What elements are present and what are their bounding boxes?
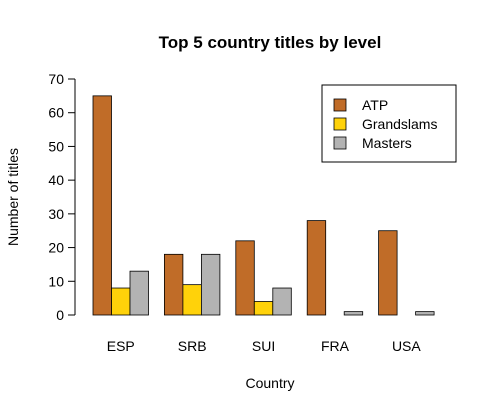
chart-title: Top 5 country titles by level (159, 33, 382, 52)
legend-label-masters: Masters (362, 135, 412, 151)
bar-usa-atp (378, 230, 398, 316)
legend-swatch-atp (333, 98, 347, 112)
x-tick-label-srb: SRB (178, 338, 207, 354)
legend-swatch-grandslams (333, 117, 347, 131)
legend-swatch-masters (333, 136, 347, 150)
y-tick-label: 40 (48, 172, 64, 188)
x-axis-ticks: ESP SRB SUI FRA USA (107, 338, 422, 354)
bars-group (92, 95, 435, 316)
legend: ATP Grandslams Masters (321, 84, 457, 163)
bar-sui-grandslams (253, 301, 274, 316)
bar-srb-grandslams (182, 284, 202, 316)
y-axis: 0 10 20 30 40 50 60 70 (48, 71, 76, 323)
y-tick-label: 60 (48, 105, 64, 121)
legend-label-atp: ATP (362, 97, 388, 113)
x-tick-label-usa: USA (392, 338, 421, 354)
bar-esp-atp (92, 95, 112, 316)
legend-label-grandslams: Grandslams (362, 116, 437, 132)
bar-srb-masters (200, 253, 221, 316)
y-tick-label: 50 (48, 138, 64, 154)
bar-srb-atp (163, 253, 184, 316)
x-tick-label-esp: ESP (107, 338, 135, 354)
x-axis-label: Country (245, 375, 294, 391)
y-tick-label: 10 (48, 273, 64, 289)
y-tick-label: 30 (48, 206, 64, 222)
bar-sui-masters (272, 287, 292, 316)
bar-fra-atp (306, 220, 327, 316)
x-tick-label-sui: SUI (252, 338, 275, 354)
y-axis-label: Number of titles (5, 148, 21, 246)
bar-sui-atp (235, 240, 255, 316)
x-tick-label-fra: FRA (321, 338, 350, 354)
bar-usa-masters (415, 311, 435, 316)
bar-esp-grandslams (111, 287, 131, 316)
y-tick-label: 0 (56, 307, 64, 323)
y-tick-label: 20 (48, 240, 64, 256)
bar-fra-masters (343, 311, 364, 316)
bar-esp-masters (129, 270, 149, 316)
y-tick-label: 70 (48, 71, 64, 87)
